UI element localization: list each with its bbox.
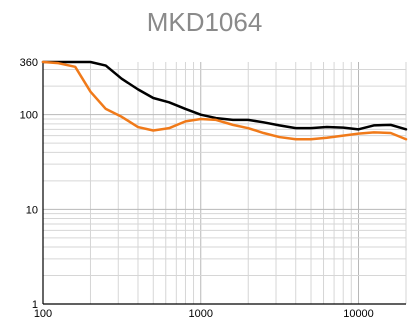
series-group [41,60,408,141]
y-tick-label: 10 [26,204,38,216]
y-tick-label: 360 [20,57,38,69]
y-tick-label: 1 [32,299,38,311]
chart-title: MKD1064 [147,7,263,37]
y-tick-label: 100 [20,110,38,122]
axes [42,62,406,305]
tick-labels: 100 1000 10000 1 10 100 360 [20,57,374,320]
series-line-2 [41,60,408,141]
x-tick-label: 1000 [189,308,213,320]
x-tick-label: 100 [34,308,52,320]
series-line-1 [41,60,408,131]
x-tick-label: 10000 [343,308,374,320]
